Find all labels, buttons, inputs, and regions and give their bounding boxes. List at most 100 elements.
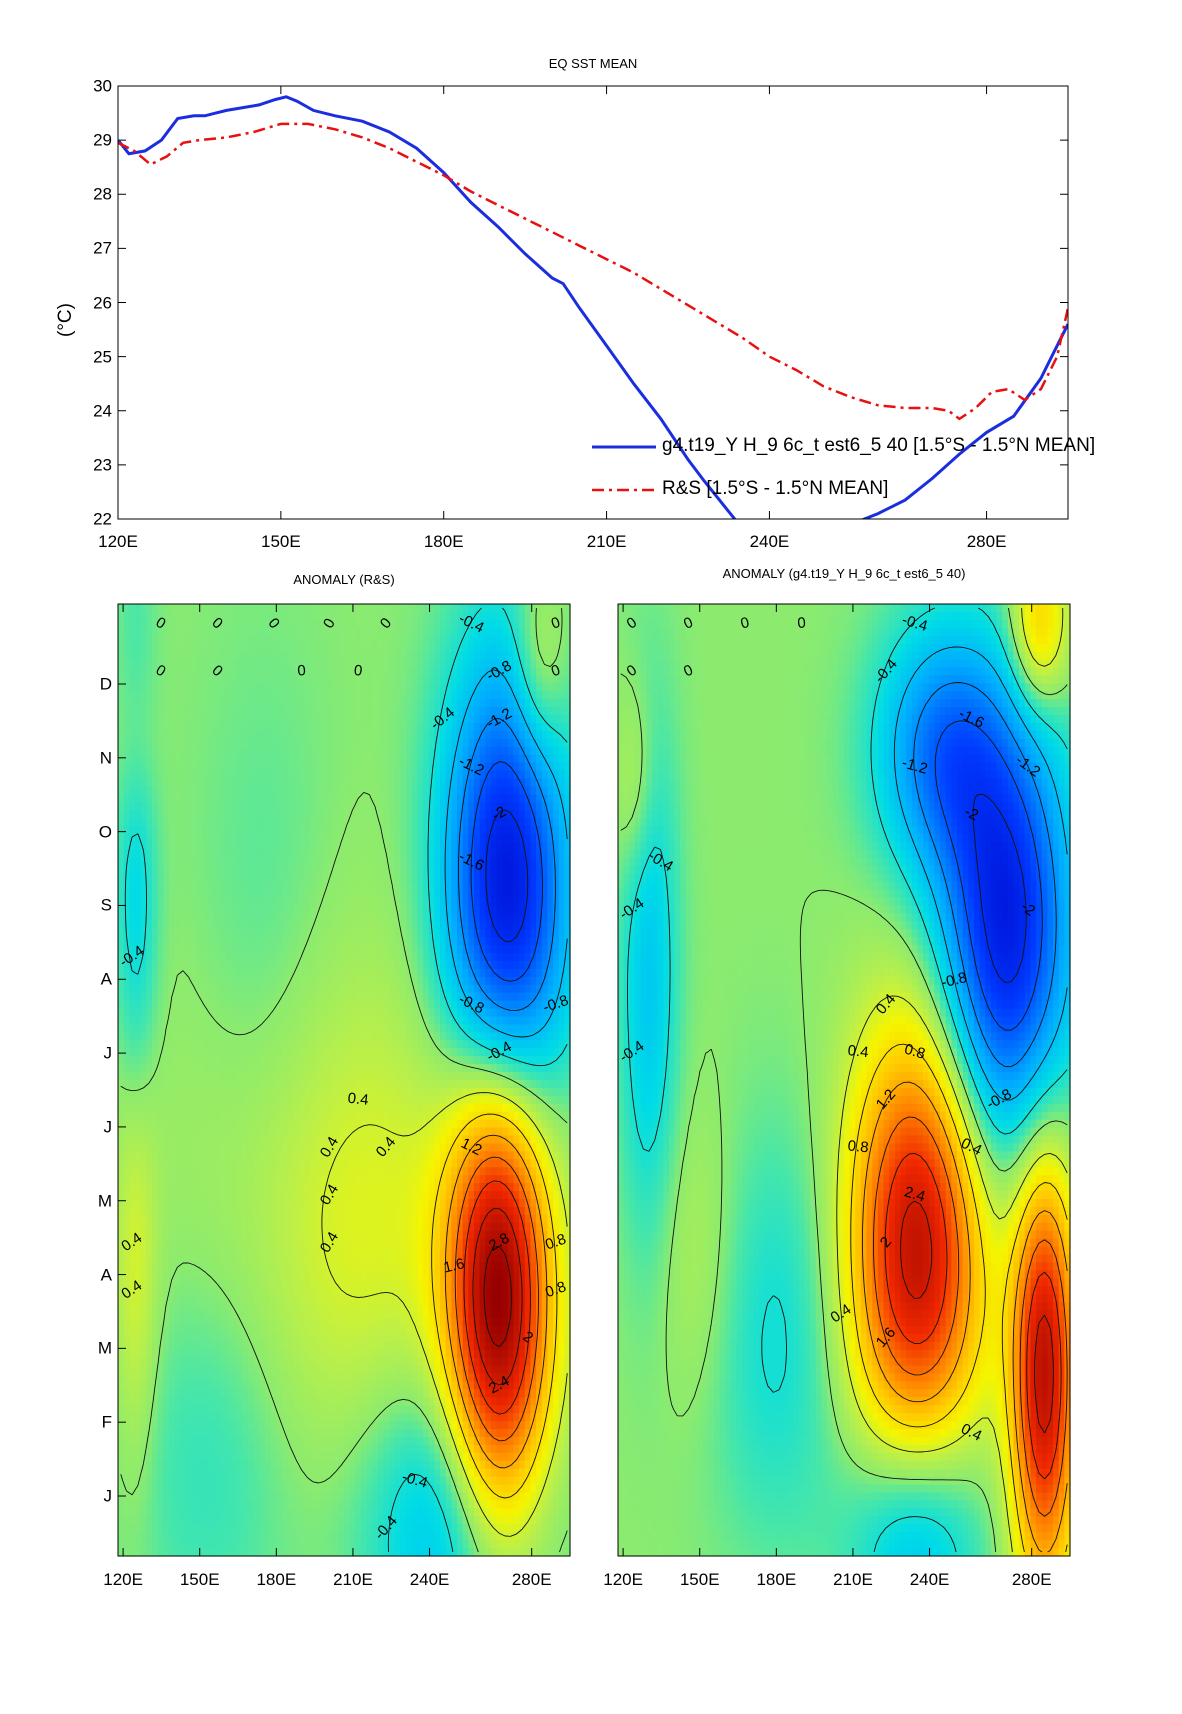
heat-cell xyxy=(502,945,509,954)
heat-cell xyxy=(157,913,164,922)
heat-cell xyxy=(553,913,560,922)
heat-cell xyxy=(417,635,424,645)
heat-cell xyxy=(270,921,277,930)
heat-cell xyxy=(321,707,328,716)
heat-cell xyxy=(394,857,402,867)
heat-cell xyxy=(507,1032,515,1041)
heat-cell xyxy=(185,1032,193,1041)
heat-cell xyxy=(151,667,159,676)
heat-cell xyxy=(462,1032,469,1041)
heat-cell xyxy=(547,667,554,676)
heat-cell xyxy=(564,802,571,811)
heat-cell xyxy=(423,881,430,891)
heat-cell xyxy=(417,754,424,764)
heat-cell xyxy=(377,762,385,772)
heat-cell xyxy=(146,627,153,637)
heat-cell xyxy=(536,1080,543,1089)
heat-cell xyxy=(174,1048,181,1057)
heat-cell xyxy=(457,723,464,732)
heat-cell xyxy=(530,897,537,907)
heat-cell xyxy=(327,1016,334,1026)
heat-cell xyxy=(440,723,447,732)
heat-cell xyxy=(327,834,334,843)
heat-cell xyxy=(185,929,193,938)
heat-cell xyxy=(298,738,306,748)
heat-cell xyxy=(490,881,498,891)
heat-cell xyxy=(338,1032,345,1041)
heat-cell xyxy=(157,818,164,827)
heat-cell xyxy=(507,929,515,938)
heat-cell xyxy=(445,961,452,970)
heat-cell xyxy=(507,968,515,978)
heat-cell xyxy=(366,738,373,748)
heat-cell xyxy=(315,857,322,867)
heat-cell xyxy=(310,1024,317,1033)
heat-cell xyxy=(304,889,311,899)
heat-cell xyxy=(231,1087,238,1097)
heat-cell xyxy=(304,707,311,716)
heat-cell xyxy=(389,921,396,930)
heat-cell xyxy=(434,770,441,780)
heat-cell xyxy=(417,651,424,661)
heat-cell xyxy=(140,611,147,621)
heat-cell xyxy=(219,723,226,732)
heat-cell xyxy=(327,802,334,811)
heat-cell xyxy=(344,762,351,772)
heat-cell xyxy=(298,1087,306,1097)
heat-cell xyxy=(417,730,424,740)
heat-cell xyxy=(344,691,351,700)
heat-cell xyxy=(558,659,565,669)
heat-cell xyxy=(355,651,362,661)
heat-cell xyxy=(168,881,176,891)
heat-cell xyxy=(507,770,515,780)
heat-cell xyxy=(440,889,447,899)
heat-cell xyxy=(281,1008,289,1018)
heat-cell xyxy=(530,1016,537,1026)
heat-cell xyxy=(541,691,548,700)
heat-cell xyxy=(219,945,226,954)
heat-cell xyxy=(332,984,339,994)
heat-cell xyxy=(219,1040,226,1049)
heat-cell xyxy=(168,651,176,661)
heat-cell xyxy=(513,897,520,907)
heat-cell xyxy=(440,786,447,795)
heat-cell xyxy=(564,611,571,621)
heat-cell xyxy=(457,627,464,637)
heat-cell xyxy=(519,968,526,978)
heat-cell xyxy=(321,730,328,740)
heat-cell xyxy=(344,889,351,899)
heat-cell xyxy=(276,1072,283,1081)
heat-cell xyxy=(457,1024,464,1033)
heat-cell xyxy=(168,770,176,780)
heat-cell xyxy=(208,723,215,732)
heat-cell xyxy=(304,834,311,843)
heat-cell xyxy=(214,770,221,780)
heat-cell xyxy=(400,976,407,986)
heat-cell xyxy=(259,842,266,851)
heat-cell xyxy=(253,961,260,970)
heat-cell xyxy=(428,627,435,637)
heat-cell xyxy=(536,889,543,899)
heat-cell xyxy=(485,1087,492,1097)
heat-cell xyxy=(558,1056,565,1065)
heat-cell xyxy=(225,611,232,621)
heat-cell xyxy=(366,842,373,851)
heat-cell xyxy=(485,889,492,899)
heat-cell xyxy=(451,1016,458,1026)
heat-cell xyxy=(558,849,565,859)
heat-cell xyxy=(389,984,396,994)
heat-cell xyxy=(129,913,136,922)
heat-cell xyxy=(134,683,142,692)
heat-cell xyxy=(485,683,492,692)
heat-cell xyxy=(434,881,441,891)
heat-cell xyxy=(287,1048,294,1057)
heat-cell xyxy=(242,627,249,637)
heat-cell xyxy=(513,635,520,645)
heat-cell xyxy=(490,1072,498,1081)
heat-cell xyxy=(310,738,317,748)
heat-cell xyxy=(451,913,458,922)
heat-cell xyxy=(157,1080,164,1089)
heat-cell xyxy=(372,1024,379,1033)
heat-cell xyxy=(394,1072,402,1081)
heat-cell xyxy=(507,889,515,899)
